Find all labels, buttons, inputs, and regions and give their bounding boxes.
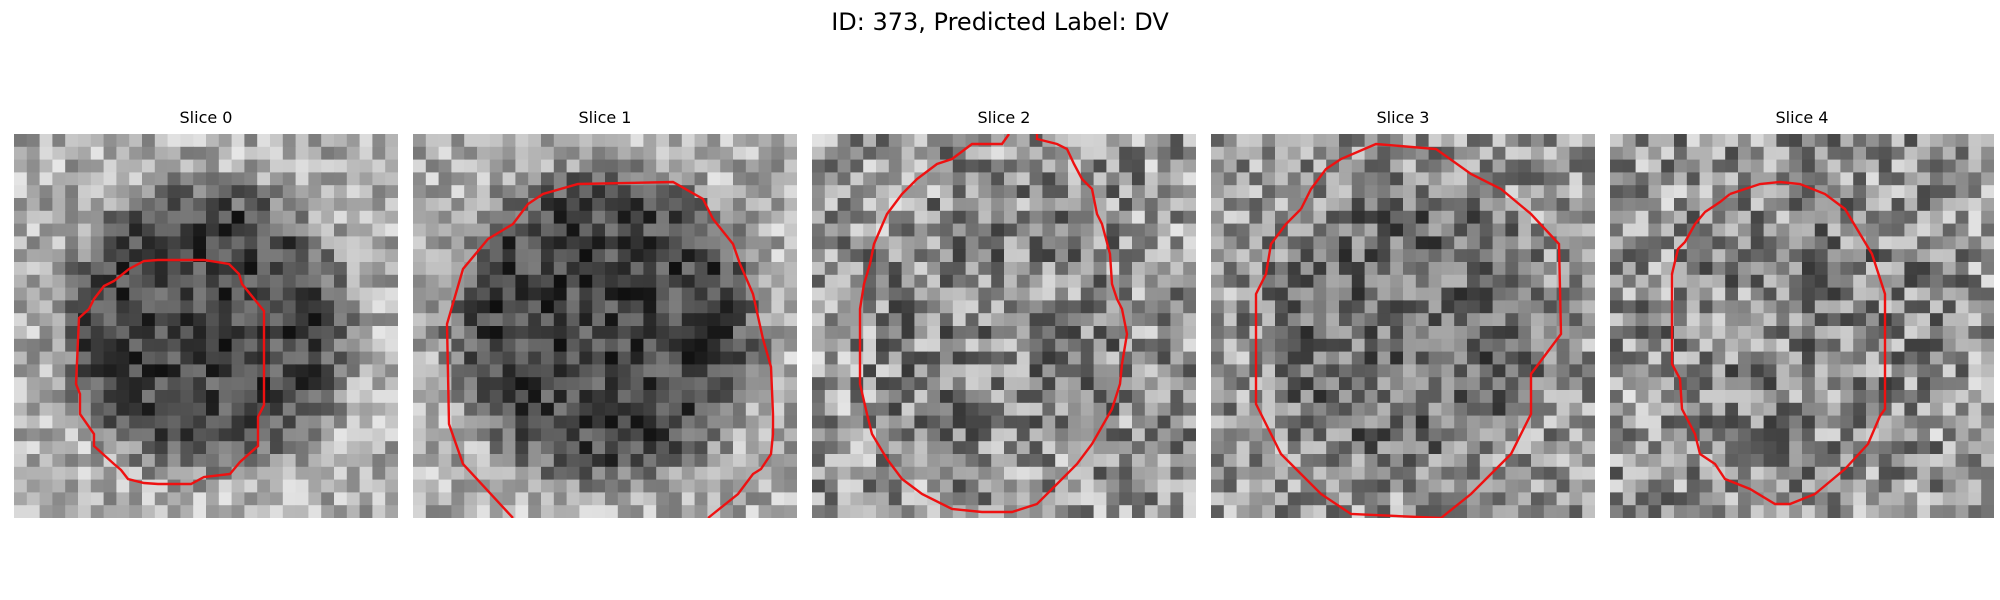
- segmentation-contour: [858, 134, 1129, 514]
- segmentation-contour: [445, 180, 775, 518]
- segmentation-contour: [74, 258, 266, 486]
- slice-title: Slice 4: [1775, 108, 1829, 127]
- segmentation-contour: [1670, 180, 1887, 506]
- segmentation-contour: [1254, 142, 1563, 518]
- slice-title: Slice 2: [977, 108, 1031, 127]
- pixel-grid: [1211, 134, 1595, 518]
- slice-title: Slice 0: [179, 108, 233, 127]
- slice-panel-2: Slice 2: [812, 108, 1196, 518]
- slice-image: [1610, 134, 1994, 518]
- slice-title: Slice 3: [1376, 108, 1430, 127]
- slice-panel-0: Slice 0: [14, 108, 398, 518]
- slice-image: [413, 134, 797, 518]
- slice-title: Slice 1: [578, 108, 632, 127]
- figure-title: ID: 373, Predicted Label: DV: [831, 8, 1169, 36]
- slice-panel-4: Slice 4: [1610, 108, 1994, 518]
- slice-image: [812, 134, 1196, 518]
- pixel-grid: [812, 134, 1196, 518]
- pixel-grid: [14, 134, 398, 518]
- slice-panel-3: Slice 3: [1211, 108, 1595, 518]
- slice-image: [14, 134, 398, 518]
- pixel-grid: [1610, 134, 1994, 518]
- pixel-grid: [413, 134, 797, 518]
- slice-panel-1: Slice 1: [413, 108, 797, 518]
- slice-image: [1211, 134, 1595, 518]
